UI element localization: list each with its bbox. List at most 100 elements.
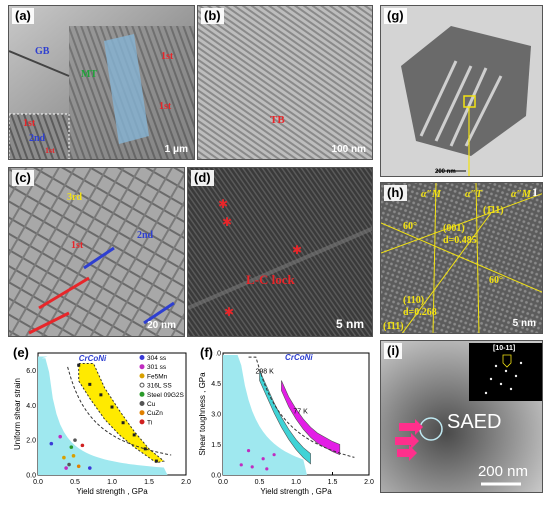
legend-entry: 301 ss [147, 364, 167, 371]
panel-f-svg: 0.0 0.5 1.0 1.5 2.0 0.0 1.5 3.0 4.5 6.0 Yield stre… [198, 351, 374, 497]
panel-f-label: (f) [197, 345, 216, 361]
phase-alpha-t: α″T [465, 189, 483, 200]
annotation-1st-a: 1st [161, 51, 174, 62]
d-spacing-0268: d=0.268 [403, 307, 437, 318]
material-data-point [250, 465, 254, 469]
y-tick-label: 1.5 [211, 442, 221, 449]
material-data-point [58, 434, 62, 439]
panel-g-scale-bar: 200 nm [435, 169, 456, 175]
annotation-1st-b: 1st [159, 101, 172, 112]
series-band-1 [281, 380, 341, 456]
annotation-lc-lock: L-C lock [246, 272, 295, 287]
crconi-label: CrCoNi [79, 354, 107, 363]
legend-marker [139, 419, 145, 425]
crconi-data-point [110, 405, 114, 409]
panel-h-scale-bar: 5 nm [512, 318, 536, 329]
saed-inset-index: [10-11] [493, 345, 516, 352]
phase-alpha-m-right: α″M [511, 189, 531, 200]
material-data-point [76, 464, 81, 469]
legend-entry: Steel 09G2S [147, 392, 185, 399]
plane-111-lower: (1̄11) [383, 321, 404, 332]
panel-c-texture [9, 168, 184, 336]
saed-label: SAED [447, 411, 502, 433]
y-tick-label: 4.5 [211, 381, 221, 388]
legend-marker [139, 355, 145, 360]
panel-d-micrograph: ✱ ✱ ✱ ✱ (d) L-C lock 5 nm [187, 167, 373, 337]
svg-text:✱: ✱ [292, 243, 302, 257]
y-tick-label: 0.0 [26, 473, 36, 480]
x-tick-label: 0.5 [70, 479, 80, 486]
crconi-band [78, 362, 165, 464]
plane-110: (110) [403, 295, 425, 306]
plane-111-upper: (1̄11) [483, 205, 504, 216]
material-data-point [239, 463, 243, 467]
y-tick-label: 4.0 [26, 403, 36, 410]
material-data-point [67, 462, 71, 467]
svg-text:✱: ✱ [222, 215, 232, 229]
panel-i-scale-bar: 200 nm [477, 463, 528, 480]
x-tick-label: 1.5 [328, 479, 338, 486]
annotation-2nd-c: 2nd [137, 230, 154, 241]
plane-001: (001) [443, 223, 465, 234]
x-tick-label: 0.0 [218, 479, 228, 486]
panel-h-hrtem: (h) 1 α″M α″T α″M (001) d=0.485 (1̄11) (… [380, 182, 543, 334]
panel-i-texture [381, 341, 542, 492]
crconi-data-point [88, 382, 92, 386]
legend-marker [139, 401, 145, 406]
annotation-3rd: 3rd [67, 192, 82, 203]
panel-i-label: (i) [384, 343, 403, 359]
material-data-point [62, 455, 66, 460]
angle-60-left: 60° [403, 221, 417, 232]
material-data-point [49, 441, 54, 446]
annotation-1st-c: 1st [71, 240, 84, 251]
material-data-point [88, 466, 92, 470]
panel-g-texture [381, 6, 542, 176]
series-label: 298 K [256, 368, 275, 375]
baseline-region [223, 355, 307, 475]
crconi-label: CrCoNi [285, 353, 313, 362]
crconi-data-point [154, 459, 158, 463]
y-tick-label: 0.0 [211, 473, 221, 480]
angle-60-right: 60° [489, 275, 503, 286]
x-axis-label: Yield strength , GPa [260, 487, 332, 496]
x-axis-label: Yield strength , GPa [76, 487, 148, 496]
y-tick-label: 6.0 [211, 351, 221, 358]
panel-h-texture [381, 183, 542, 333]
panel-b-label: (b) [201, 8, 224, 24]
boundary-curve [67, 366, 172, 456]
panel-i-micrograph: (i) [10-11] SAED 200 nm [380, 340, 543, 493]
panel-c-micrograph: (c) 3rd 1st 2nd 20 nm [8, 167, 185, 337]
panel-h-corner-number: 1 [532, 185, 538, 199]
material-data-point [69, 445, 74, 449]
material-data-point [64, 466, 68, 470]
legend-entry: CuZn [147, 410, 163, 417]
panel-a-label: (a) [12, 8, 34, 24]
x-tick-label: 0.0 [33, 479, 43, 486]
panel-b-texture [198, 6, 372, 159]
x-tick-label: 1.0 [291, 479, 301, 486]
x-tick-label: 1.0 [107, 479, 117, 486]
material-data-point [246, 449, 251, 453]
material-data-point [261, 457, 265, 461]
legend-entry: 304 ss [147, 355, 167, 362]
legend-marker [139, 373, 145, 379]
annotation-1st-d: 1st [45, 146, 55, 155]
legend-marker [139, 410, 145, 416]
legend-entry: Ti [147, 419, 152, 426]
legend-entry: Fe5Mn [147, 373, 168, 380]
crconi-data-point [99, 393, 103, 397]
crconi-data-point [143, 447, 147, 451]
x-tick-label: 0.5 [255, 479, 265, 486]
svg-text:✱: ✱ [224, 305, 234, 319]
panel-d-texture: ✱ ✱ ✱ ✱ [188, 168, 372, 336]
crconi-data-point [121, 421, 125, 425]
y-axis-label: Uniform shear strain [13, 378, 22, 450]
x-tick-label: 1.5 [144, 479, 154, 486]
x-tick-label: 2.0 [181, 479, 191, 486]
material-data-point [71, 454, 76, 458]
y-tick-label: 3.0 [211, 412, 221, 419]
panel-e-svg: 0.0 0.5 1.0 1.5 2.0 0.0 2.0 4.0 6.0 Yield strengt… [13, 352, 191, 496]
panel-h-label: (h) [384, 185, 407, 201]
panel-a-texture [9, 6, 194, 159]
series-label: 77 K [293, 409, 308, 416]
